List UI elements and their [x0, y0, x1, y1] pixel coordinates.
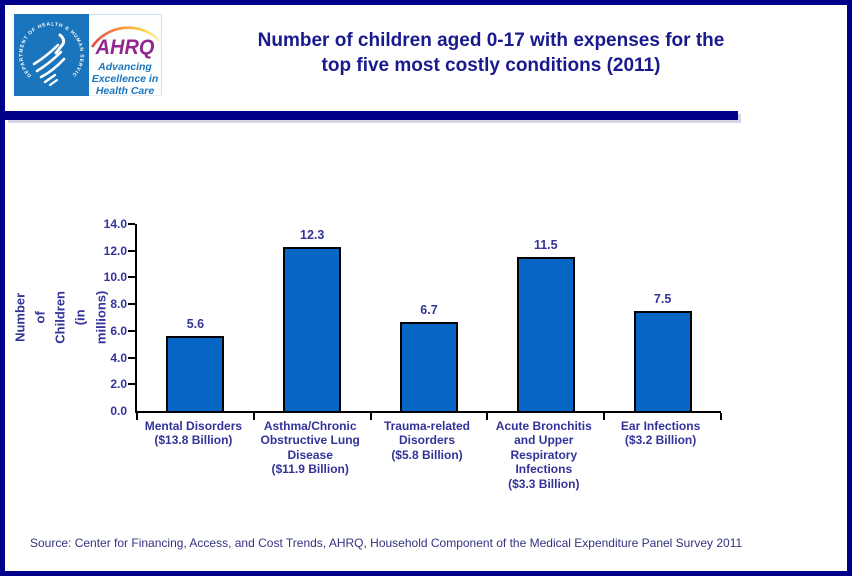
ahrq-tagline: Advancing Excellence in Health Care [91, 61, 159, 98]
x-tick-mark [720, 413, 722, 420]
bar-slot: 12.3 [254, 224, 371, 411]
bar [399, 321, 458, 411]
hhs-logo-background [14, 14, 89, 96]
x-tick-mark [369, 413, 372, 420]
bar [283, 246, 342, 411]
x-tick-mark [252, 413, 255, 420]
category-label: Mental Disorders ($13.8 Billion) [144, 419, 243, 448]
hhs-logo: DEPARTMENT OF HEALTH & HUMAN SERVICES · … [14, 14, 89, 96]
y-tick-mark [128, 276, 135, 279]
y-tick-label: 2.0 [110, 377, 127, 392]
y-tick-mark [128, 329, 135, 332]
y-tick-mark [128, 249, 135, 252]
ahrq-wordmark: AHRQ [95, 36, 155, 59]
category-label: Asthma/Chronic Obstructive Lung Disease … [260, 419, 360, 477]
y-tick-label: 6.0 [110, 323, 127, 338]
source-note: Source: Center for Financing, Access, an… [30, 536, 743, 550]
category-labels: Mental Disorders ($13.8 Billion) Asthma/C… [135, 419, 719, 491]
y-tick-mark [128, 223, 135, 225]
bar-value-label: 6.7 [420, 302, 438, 317]
x-tick-mark [603, 413, 606, 420]
ahrq-logo: AHRQ Advancing Excellence in Health Care [89, 14, 162, 98]
y-tick-label: 12.0 [103, 243, 127, 258]
bar-slot: 11.5 [487, 224, 604, 411]
category-label: Acute Bronchitis and Upper Respiratory I… [495, 419, 592, 491]
plot-area: 5.6 12.3 6.7 11.5 7.5 [128, 223, 722, 420]
category-label: Ear Infections ($3.2 Billion) [620, 419, 701, 448]
header-divider [5, 111, 738, 120]
y-tick-mark [128, 383, 135, 386]
bar-value-label: 12.3 [300, 227, 325, 242]
rainbow-arc-icon [90, 26, 161, 48]
y-tick-mark [128, 303, 135, 306]
y-tick-label: 4.0 [110, 350, 127, 365]
y-tick-label: 14.0 [103, 217, 127, 231]
bar-slot: 7.5 [604, 224, 721, 411]
bar [633, 310, 692, 411]
y-tick-label: 0.0 [110, 404, 127, 418]
bar-slot: 6.7 [371, 224, 488, 411]
x-tick-mark [486, 413, 489, 420]
bar-slot: 5.6 [137, 224, 254, 411]
bar-value-label: 7.5 [653, 291, 672, 306]
bar [166, 336, 225, 411]
bar [516, 257, 575, 411]
hhs-eagle-icon [32, 33, 66, 87]
x-tick-mark [136, 413, 138, 420]
page-title: Number of children aged 0-17 with expens… [257, 30, 725, 77]
y-tick-mark [128, 356, 135, 359]
bar-value-label: 11.5 [533, 238, 558, 253]
category-label: Trauma-related Disorders ($5.8 Billion) [383, 419, 471, 462]
y-tick-label: 8.0 [110, 297, 127, 312]
y-tick-label: 10.0 [103, 270, 127, 285]
y-tick-labels: 0.0 2.0 4.0 6.0 8.0 10.0 12.0 14.0 [65, 217, 127, 418]
bar-value-label: 5.6 [186, 317, 205, 332]
